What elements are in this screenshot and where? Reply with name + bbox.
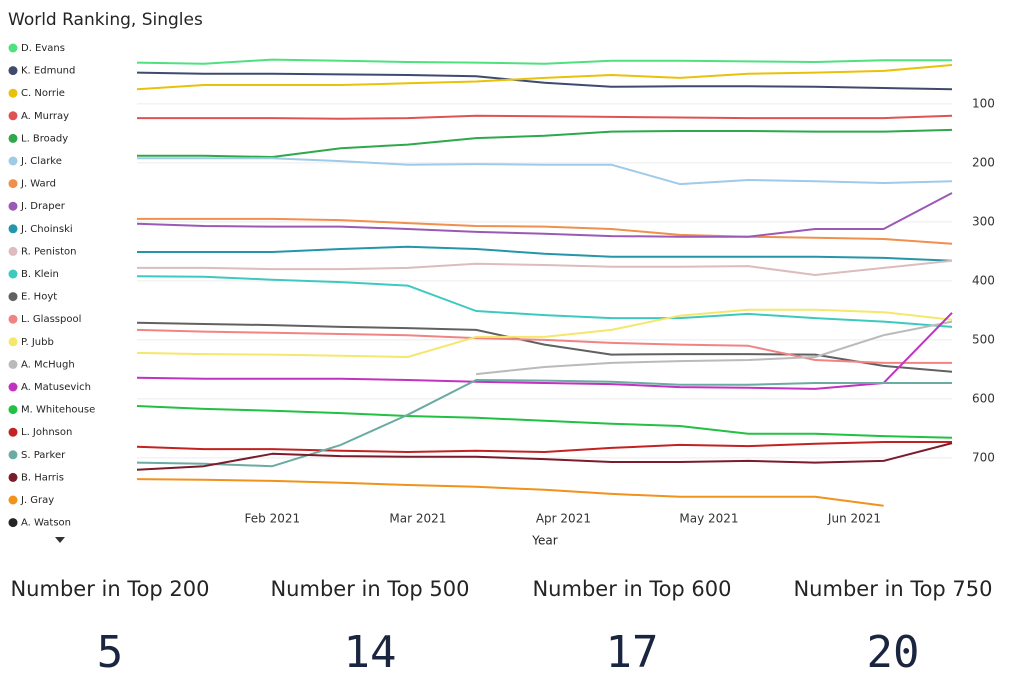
legend-marker: [8, 269, 18, 279]
card-title: Number in Top 200: [10, 577, 209, 601]
chart-title: World Ranking, Singles: [8, 10, 203, 30]
series-line: [136, 312, 953, 390]
series-line: [136, 308, 953, 358]
card-value: 20: [867, 627, 920, 678]
cards: Number in Top 200 5 Number in Top 500 14 Num…: [10, 577, 992, 678]
series-line: [137, 217, 953, 245]
x-axis-label: Year: [531, 534, 557, 548]
legend-marker: [8, 450, 18, 460]
series-line: [136, 405, 953, 439]
x-tick-label: Apr 2021: [536, 512, 591, 526]
series-line: [137, 114, 953, 120]
series-line: [136, 192, 953, 238]
legend-marker: [8, 314, 18, 324]
legend-label: A. Murray: [21, 111, 69, 122]
legend-marker: [8, 292, 18, 302]
series-line: [136, 71, 953, 91]
series-line: [136, 441, 952, 453]
x-tick-label: Feb 2021: [245, 512, 301, 526]
series-line: [136, 64, 953, 91]
legend-label: J. Clarke: [20, 156, 62, 167]
legend-marker: [8, 337, 18, 347]
y-tick-label: 500: [972, 332, 995, 346]
legend-label: E. Hoyt: [21, 292, 57, 303]
legend-marker: [8, 405, 18, 415]
series-line: [137, 128, 953, 158]
legend-label: P. Jubb: [21, 337, 54, 348]
card-value: 17: [606, 627, 659, 678]
legend-marker: [8, 518, 18, 528]
card-title: Number in Top 750: [793, 577, 992, 601]
legend-marker: [8, 156, 18, 166]
legend-marker: [8, 133, 18, 143]
legend-label: R. Peniston: [21, 246, 76, 257]
series-line: [137, 157, 953, 186]
y-tick-label: 600: [972, 391, 995, 405]
legend-label: J. Ward: [20, 179, 56, 190]
series-line: [136, 275, 953, 328]
legend-marker: [8, 224, 18, 234]
legend: D. Evans K. Edmund C. Norrie A. Murray L. Br…: [8, 43, 95, 529]
series-line: [137, 245, 953, 262]
legend-label: A. Watson: [21, 518, 71, 529]
y-tick-label: 700: [972, 450, 995, 464]
legend-label: M. Whitehouse: [21, 405, 95, 416]
legend-label: J. Gray: [20, 495, 54, 506]
card-title: Number in Top 600: [532, 577, 731, 601]
series-line: [136, 328, 952, 364]
y-tick-label: 100: [972, 96, 995, 110]
series-line: [136, 442, 953, 471]
y-tick-label: 300: [972, 214, 995, 228]
legend-marker: [8, 472, 18, 482]
legend-label: J. Choinski: [20, 224, 73, 235]
x-tick-label: Mar 2021: [389, 512, 446, 526]
legend-label: A. McHugh: [21, 359, 75, 370]
lines: [136, 58, 953, 507]
legend-label: D. Evans: [21, 43, 65, 54]
legend-label: C. Norrie: [21, 88, 65, 99]
legend-marker: [8, 427, 18, 437]
y-tick-label: 400: [972, 273, 995, 287]
legend-marker: [8, 246, 18, 256]
legend-label: L. Johnson: [21, 427, 72, 438]
legend-label: K. Edmund: [21, 66, 75, 77]
series-line: [136, 58, 952, 65]
series-line: [136, 379, 952, 468]
legend-marker: [8, 382, 18, 392]
legend-label: B. Klein: [21, 269, 59, 280]
legend-marker: [8, 359, 18, 369]
x-tick-label: Jun 2021: [827, 512, 881, 526]
legend-marker: [8, 201, 18, 211]
card-value: 5: [97, 627, 124, 678]
legend-label: B. Harris: [21, 472, 64, 483]
legend-label: L. Glasspool: [21, 314, 81, 325]
series-line: [136, 478, 884, 507]
x-tick-label: May 2021: [679, 512, 738, 526]
legend-marker: [8, 495, 18, 505]
legend-label: A. Matusevich: [21, 382, 91, 393]
series-line: [137, 259, 953, 276]
series-line: [475, 320, 953, 376]
card-value: 14: [344, 627, 397, 678]
legend-scroll-arrow[interactable]: [55, 537, 65, 543]
card-title: Number in Top 500: [270, 577, 469, 601]
legend-label: J. Draper: [20, 201, 66, 212]
y-tick-label: 200: [972, 155, 995, 169]
legend-marker: [8, 179, 18, 189]
legend-marker: [8, 43, 18, 53]
legend-marker: [8, 88, 18, 98]
legend-marker: [8, 111, 18, 121]
series-line: [136, 321, 953, 373]
legend-label: L. Broady: [21, 133, 68, 144]
legend-marker: [8, 66, 18, 76]
legend-label: S. Parker: [21, 450, 66, 461]
